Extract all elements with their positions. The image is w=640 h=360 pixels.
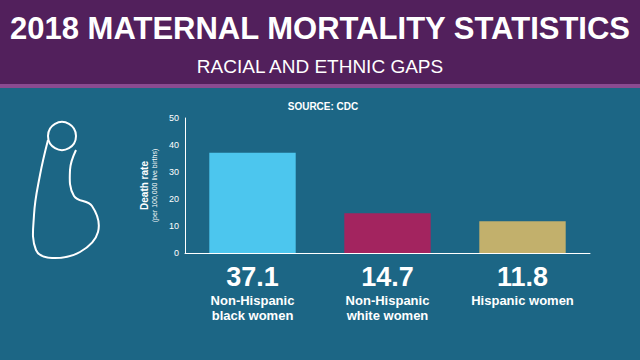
- svg-text:10: 10: [169, 221, 179, 231]
- svg-text:Non-Hispanic: Non-Hispanic: [211, 293, 295, 308]
- svg-text:white women: white women: [346, 308, 429, 323]
- svg-text:30: 30: [169, 167, 179, 177]
- svg-text:2018 MATERNAL MORTALITY STATIS: 2018 MATERNAL MORTALITY STATISTICS: [10, 11, 630, 46]
- svg-text:20: 20: [169, 194, 179, 204]
- svg-text:37.1: 37.1: [226, 262, 279, 292]
- svg-text:Hispanic women: Hispanic women: [471, 293, 574, 308]
- svg-text:Non-Hispanic: Non-Hispanic: [346, 293, 430, 308]
- svg-text:11.8: 11.8: [497, 262, 548, 292]
- svg-text:Death rate: Death rate: [139, 161, 150, 210]
- svg-text:RACIAL AND ETHNIC GAPS: RACIAL AND ETHNIC GAPS: [197, 56, 443, 77]
- svg-text:(per 100,000 live births): (per 100,000 live births): [151, 149, 159, 223]
- svg-text:40: 40: [169, 140, 179, 150]
- svg-text:SOURCE: CDC: SOURCE: CDC: [288, 101, 359, 112]
- svg-text:0: 0: [174, 248, 179, 258]
- svg-text:50: 50: [169, 113, 179, 123]
- svg-text:14.7: 14.7: [361, 262, 414, 292]
- svg-text:black women: black women: [212, 308, 294, 323]
